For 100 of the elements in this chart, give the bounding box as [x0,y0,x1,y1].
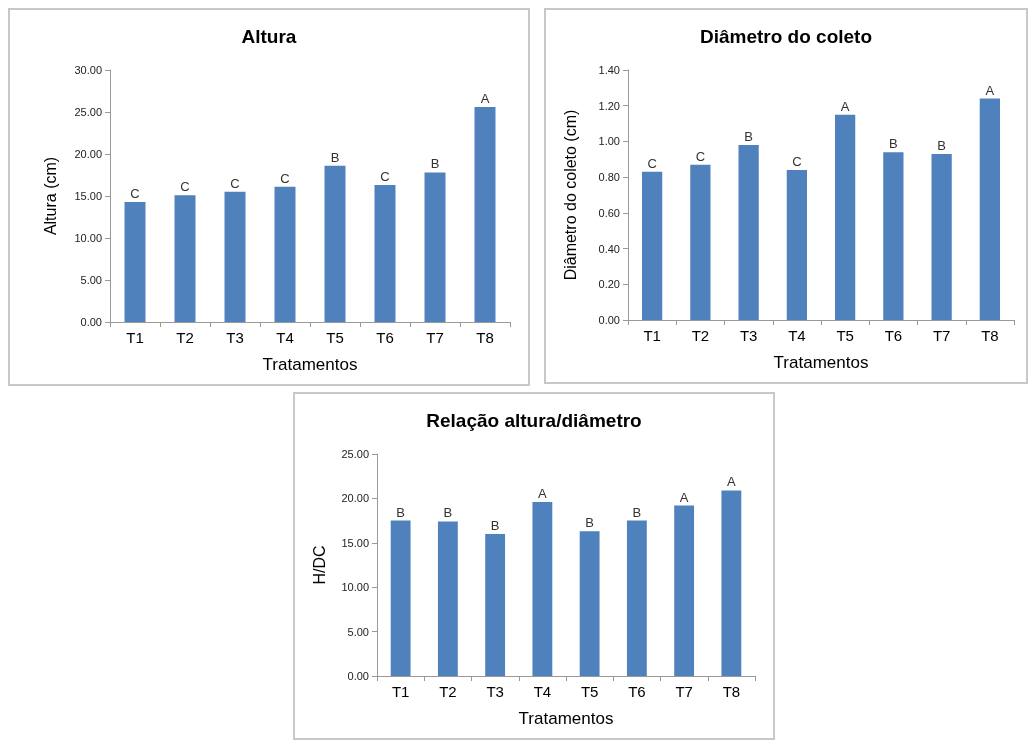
bar [485,533,506,676]
y-tick-label: 1.40 [598,64,620,76]
x-tick-label: T1 [126,329,144,346]
x-tick-label: T7 [932,327,951,344]
bar [931,153,952,320]
data-label: A [840,98,850,114]
x-tick-label: T6 [376,329,394,346]
bar [641,171,663,320]
bar [532,501,553,676]
chart-title: Relação altura/diâmetro [426,410,642,431]
x-tick-label: T8 [476,329,494,346]
y-tick-label: 1.00 [598,135,620,148]
data-label: C [792,154,802,169]
data-label: B [430,156,440,172]
bar [579,531,600,676]
data-label: C [647,155,657,171]
bar [834,114,856,320]
data-label: B [937,137,946,153]
y-tick-label: 15.00 [74,190,102,202]
x-tick-label: T2 [691,327,710,344]
data-label: A [727,474,737,490]
data-label: B [330,149,340,165]
y-tick-label: 1.20 [598,99,620,112]
bar [437,521,458,676]
bar [174,195,196,322]
data-label: B [396,504,405,520]
data-label: A [480,90,490,106]
x-tick-label: T5 [326,329,344,346]
x-tick-label: T8 [981,327,999,344]
x-tick-label: T6 [884,327,903,344]
data-label: C [230,175,240,191]
y-tick-label: 0.20 [598,278,620,291]
x-tick-label: T4 [533,683,552,700]
bar [738,145,759,320]
y-tick-label: 0.00 [347,670,369,682]
bar [979,98,1001,320]
x-tick-label: T7 [426,329,444,346]
data-label: B [585,515,594,531]
chart-title: Altura [241,26,297,47]
chart-title: Diâmetro do coleto [699,26,873,47]
bar [390,520,411,676]
y-tick-label: 20.00 [74,148,102,160]
x-tick-label: T1 [391,683,410,700]
x-tick-label: T4 [788,327,806,344]
data-label: A [679,489,689,505]
y-tick-label: 0.40 [598,242,620,255]
y-tick-label: 5.00 [80,274,102,286]
x-axis-title: Tratamentos [518,709,614,728]
x-tick-label: T5 [580,683,599,700]
y-tick-label: 0.80 [598,171,620,184]
x-axis-title: Tratamentos [773,353,869,372]
bar [674,505,695,676]
bar [474,106,496,322]
x-tick-label: T5 [836,327,854,344]
y-tick-label: 30.00 [74,64,102,76]
y-tick-label: 20.00 [341,492,369,505]
y-tick-label: 25.00 [74,106,102,118]
data-label: B [632,504,642,520]
data-label: C [280,170,290,186]
y-tick-label: 0.00 [598,314,620,326]
x-tick-label: T2 [176,329,194,346]
x-tick-label: T6 [628,683,646,700]
bar [274,186,296,322]
data-label: C [380,169,390,185]
y-axis-title: H/DC [310,545,328,585]
bar [124,201,146,322]
data-label: B [744,129,753,144]
x-tick-label: T4 [276,329,294,346]
bar [721,490,742,676]
bar [374,185,396,322]
bar [883,152,904,320]
y-tick-label: 10.00 [341,581,369,594]
y-axis-title: Altura (cm) [41,156,59,236]
y-tick-label: 5.00 [347,625,369,638]
data-label: A [538,485,548,501]
data-label: C [695,148,706,164]
y-axis-title: Diâmetro do coleto (cm) [561,109,579,281]
x-tick-label: T1 [643,327,661,344]
x-tick-label: T3 [486,683,504,700]
y-tick-label: 0.60 [598,206,620,219]
x-tick-label: T2 [439,683,457,700]
y-tick-label: 0.00 [80,316,102,328]
data-label: A [985,82,995,98]
bar [424,172,446,322]
data-label: B [443,505,453,521]
y-tick-label: 10.00 [74,232,102,244]
bar [224,191,246,322]
data-label: C [180,179,190,195]
y-tick-label: 15.00 [341,536,369,549]
x-tick-label: T8 [722,683,741,700]
bar [626,520,647,676]
bar [690,164,711,320]
data-label: B [889,136,898,152]
x-tick-label: T3 [226,329,244,346]
data-label: B [490,517,500,533]
x-axis-title: Tratamentos [262,355,358,374]
y-tick-label: 25.00 [341,448,369,460]
x-tick-label: T7 [675,683,693,700]
x-tick-label: T3 [739,327,758,344]
bar [324,165,346,322]
